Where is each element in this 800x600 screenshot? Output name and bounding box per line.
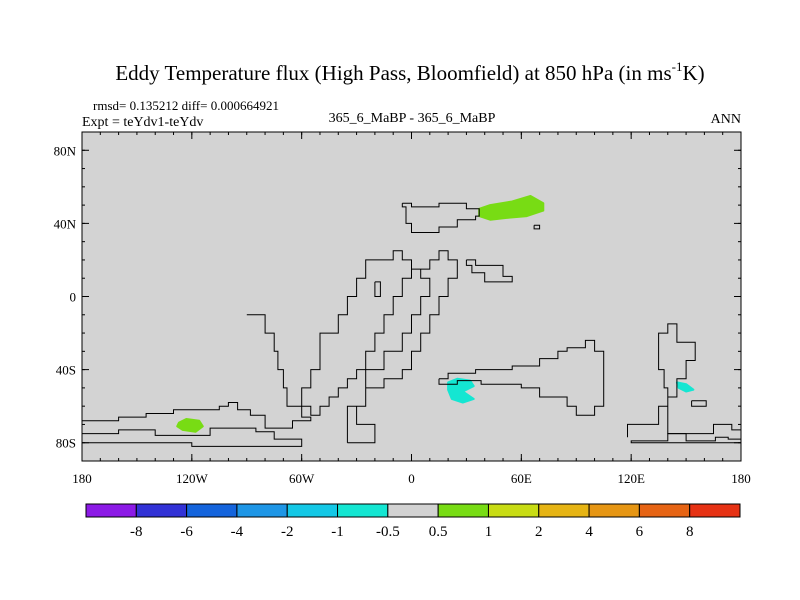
colorbar-swatch: [286, 503, 339, 518]
colorbar-label: 6: [636, 524, 644, 540]
x-tick-label: 60E: [511, 471, 532, 486]
chart-title-superscript: -1: [672, 59, 683, 74]
y-tick-label: 80N: [54, 143, 77, 158]
colorbar-swatch: [689, 503, 741, 518]
map-background: [82, 132, 741, 461]
y-tick-label: 0: [70, 290, 77, 305]
coast-landmass-small: [374, 281, 381, 297]
map-axes: 180 120W 60W 0 60E 120E 180 80N 40N 0 40S 80S: [54, 132, 751, 486]
coast-east: [627, 323, 741, 438]
colorbar-swatch: [236, 503, 288, 518]
colorbar-label: -8: [130, 524, 143, 540]
colorbar-label: 0.5: [429, 524, 448, 540]
center-label: 365_6_MaBP - 365_6_MaBP: [329, 111, 496, 126]
colorbar-label: -1: [331, 524, 344, 540]
x-tick-label: 120W: [176, 471, 209, 486]
colorbar-swatch: [85, 503, 137, 518]
patch-south-pacific: [176, 418, 204, 433]
x-tick-label: 120E: [617, 471, 645, 486]
patch-south-indian: [675, 381, 695, 393]
coast-west-africa: [301, 250, 458, 444]
coast-east-islet: [691, 400, 707, 407]
colorbar: -8 -6 -4 -2 -1 -0.5 0.5 1 2 4 6 8: [85, 503, 741, 540]
x-tick-label: 180: [731, 471, 751, 486]
y-tick-label: 80S: [56, 436, 76, 451]
coast-northwest-africa: [465, 259, 513, 283]
colorbar-swatch: [437, 503, 489, 518]
colorbar-label: -2: [281, 524, 294, 540]
colorbar-label: -0.5: [376, 524, 400, 540]
colorbar-swatch: [638, 503, 691, 518]
x-tick-label: 60W: [289, 471, 315, 486]
anomaly-patches: [176, 195, 695, 433]
period-label: ANN: [711, 112, 741, 127]
colorbar-swatch: [487, 503, 540, 518]
colorbar-swatch: [387, 503, 439, 518]
patch-north-asia: [478, 195, 545, 221]
colorbar-swatch: [186, 503, 238, 518]
chart-title: Eddy Temperature flux (High Pass, Bloomf…: [115, 59, 704, 85]
coastlines: [82, 202, 741, 447]
coast-east-antarctic: [630, 433, 741, 444]
colorbar-swatch: [135, 503, 188, 518]
coast-south-america: [82, 314, 312, 429]
colorbar-label: 4: [585, 524, 593, 540]
colorbar-swatch: [538, 503, 590, 518]
experiment-label: Expt = teYdv1-teYdv: [82, 115, 203, 130]
chart-title-suffix: K): [682, 61, 704, 85]
patch-south-atlantic: [447, 377, 475, 404]
colorbar-label: 8: [686, 524, 694, 540]
colorbar-label: 2: [535, 524, 543, 540]
y-tick-label: 40S: [56, 363, 76, 378]
stats-line: rmsd= 0.135212 diff= 0.000664921: [93, 98, 279, 113]
x-tick-label: 0: [408, 471, 415, 486]
coast-asia: [401, 202, 480, 233]
coast-antarctic-west: [82, 427, 303, 447]
x-tick-label: 180: [72, 471, 92, 486]
y-tick-label: 40N: [54, 216, 77, 231]
colorbar-label: 1: [485, 524, 493, 540]
chart-title-main: Eddy Temperature flux (High Pass, Bloomf…: [115, 61, 671, 85]
coast-asia-islet: [533, 224, 541, 230]
colorbar-label: -4: [231, 524, 244, 540]
colorbar-swatch: [337, 503, 389, 518]
colorbar-swatch: [588, 503, 640, 518]
colorbar-label: -6: [180, 524, 193, 540]
coast-africa-south: [438, 339, 605, 416]
